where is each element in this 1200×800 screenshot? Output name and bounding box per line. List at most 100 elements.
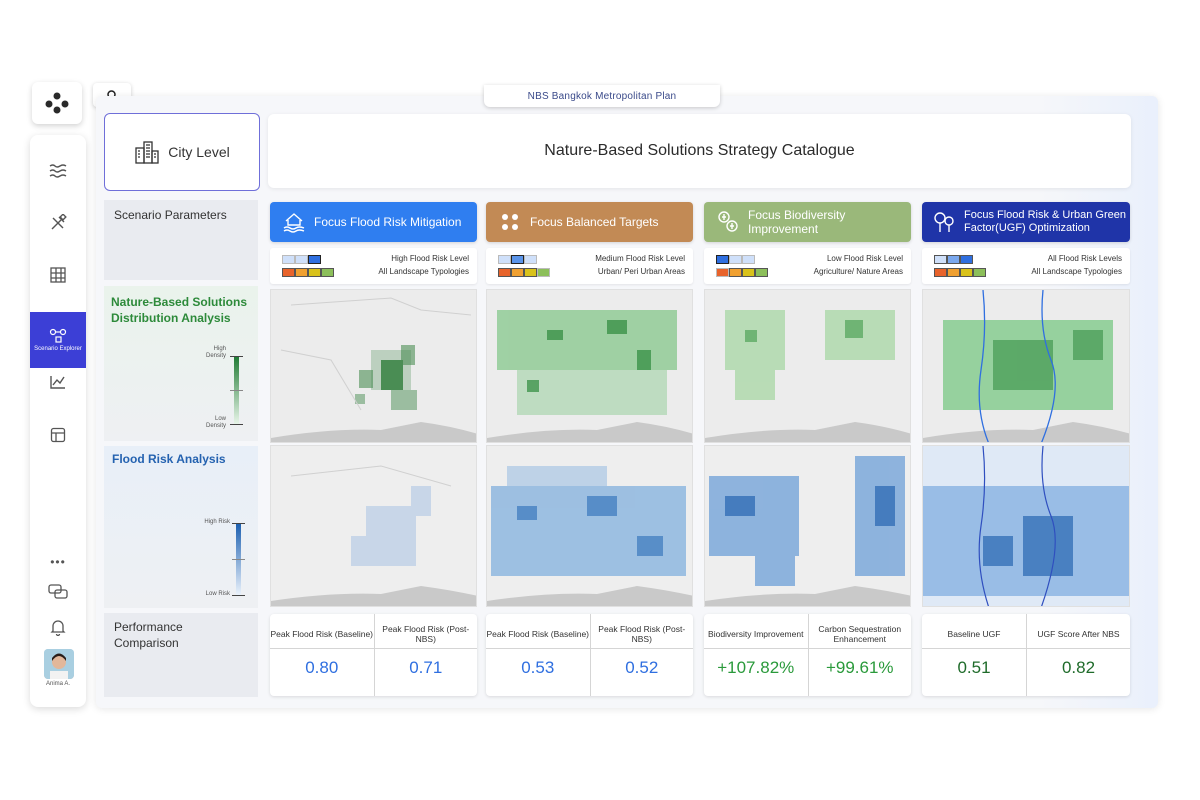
seedlings-icon	[718, 211, 738, 232]
performance-card-3: Biodiversity Improvement +107.82% Carbon…	[704, 614, 911, 696]
sidebar-item-map[interactable]	[30, 255, 86, 295]
strategy-flood-mitigation-header[interactable]: Focus Flood Risk Mitigation	[270, 202, 477, 242]
typology-text: All Landscape Typologies	[1031, 267, 1122, 276]
row-label-scenario: Scenario Parameters	[104, 200, 258, 280]
map-svg	[487, 446, 692, 606]
metric-label: Peak Flood Risk (Baseline)	[270, 629, 373, 639]
flood-legend-tick-top	[232, 523, 245, 524]
sidebar-item-chart[interactable]	[30, 362, 86, 402]
page-title: NBS Bangkok Metropolitan Plan	[484, 85, 720, 107]
nbs-distribution-map-4[interactable]	[922, 289, 1130, 443]
typology-text: All Landscape Typologies	[378, 267, 469, 276]
nbs-legend-high: High Density	[205, 346, 226, 359]
metric-value: 0.82	[1061, 658, 1096, 677]
metric-value: 0.53	[521, 658, 555, 677]
row-label-flood: Flood Risk Analysis	[104, 446, 258, 608]
app-logo[interactable]	[32, 82, 82, 124]
catalogue-title: Nature-Based Solutions Strategy Catalogu…	[268, 114, 1131, 188]
avatar[interactable]	[44, 649, 74, 679]
table-icon	[50, 427, 66, 443]
nbs-title: Nature-Based Solutions Distribution Anal…	[111, 295, 248, 325]
strategy-title: Focus Flood Risk & Urban Green Factor(UG…	[964, 209, 1127, 234]
metric-cell: Carbon Sequestration Enhancement +99.61%	[807, 614, 911, 696]
metric-value: 0.80	[305, 658, 339, 677]
tools-icon	[51, 214, 67, 230]
risk-swatches	[498, 255, 537, 264]
row-label-performance: Performance Comparison	[104, 613, 258, 697]
sidebar-item-table[interactable]	[30, 415, 86, 455]
user-name: Anima A.	[45, 681, 70, 687]
row-label-nbs: Nature-Based Solutions Distribution Anal…	[104, 286, 258, 441]
metric-cell: Peak Flood Risk (Baseline) 0.80	[270, 614, 374, 696]
metric-label: UGF Score After NBS	[1037, 629, 1120, 639]
nbs-legend-tick-mid	[230, 390, 243, 391]
strategy-parameters: All Flood Risk Levels All Landscape Typo…	[922, 248, 1130, 284]
map-svg	[705, 290, 910, 442]
map-svg	[271, 446, 476, 606]
flood-title: Flood Risk Analysis	[112, 452, 226, 466]
nbs-legend-tick-bottom	[230, 424, 243, 425]
flood-risk-map-1[interactable]	[270, 445, 477, 607]
flood-risk-map-4[interactable]	[922, 445, 1130, 607]
metric-value: 0.51	[957, 658, 991, 677]
sidebar-item-waves[interactable]	[30, 151, 86, 191]
metric-cell: Peak Flood Risk (Post-NBS) 0.52	[589, 614, 693, 696]
map-svg	[923, 290, 1129, 442]
sidebar-item-label: Scenario Explorer	[34, 345, 82, 352]
flood-legend-low: Low Risk	[205, 591, 230, 597]
nbs-distribution-map-1[interactable]	[270, 289, 477, 443]
map-svg	[487, 290, 692, 442]
strategy-title: Focus Biodiversity Improvement	[748, 208, 846, 236]
bell-icon	[50, 619, 66, 636]
notification-button[interactable]	[30, 607, 86, 647]
metric-label: Baseline UGF	[947, 629, 1001, 639]
city-level-label: City Level	[168, 144, 230, 160]
map-svg	[705, 446, 910, 606]
metric-label: Peak Flood Risk (Post-NBS)	[598, 624, 686, 644]
city-buildings-icon	[135, 141, 159, 164]
trees-icon	[934, 212, 954, 232]
city-level-button[interactable]: City Level	[104, 113, 260, 191]
nbs-distribution-map-3[interactable]	[704, 289, 911, 443]
dots-grid-icon	[502, 214, 518, 230]
metric-cell: UGF Score After NBS 0.82	[1026, 614, 1130, 696]
flood-risk-map-2[interactable]	[486, 445, 693, 607]
performance-card-4: Baseline UGF 0.51 UGF Score After NBS 0.…	[922, 614, 1130, 696]
risk-swatches	[934, 255, 973, 264]
risk-swatches	[716, 255, 755, 264]
sidebar-item-scenario-explorer[interactable]: Scenario Explorer	[30, 312, 86, 368]
metric-label: Peak Flood Risk (Post-NBS)	[382, 624, 470, 644]
sidebar: Scenario Explorer ••• Anima A.	[30, 135, 86, 707]
more-menu[interactable]: •••	[50, 555, 66, 569]
map-svg	[271, 290, 476, 442]
strategy-parameters: High Flood Risk Level All Landscape Typo…	[270, 248, 477, 284]
metric-cell: Baseline UGF 0.51	[922, 614, 1026, 696]
performance-card-1: Peak Flood Risk (Baseline) 0.80 Peak Flo…	[270, 614, 477, 696]
metric-label: Biodiversity Improvement	[708, 629, 804, 639]
nbs-legend-tick-top	[230, 356, 243, 357]
metric-value: +107.82%	[717, 658, 795, 677]
strategy-parameters: Low Flood Risk Level Agriculture/ Nature…	[704, 248, 911, 284]
line-chart-icon	[50, 376, 65, 389]
risk-level-text: All Flood Risk Levels	[1047, 254, 1122, 263]
strategy-biodiversity-header[interactable]: Focus Biodiversity Improvement	[704, 202, 911, 242]
strategy-balanced-header[interactable]: Focus Balanced Targets	[486, 202, 693, 242]
metric-label: Carbon Sequestration Enhancement	[818, 624, 902, 644]
flood-risk-map-3[interactable]	[704, 445, 911, 607]
flood-legend-high: High Risk	[204, 519, 230, 525]
flood-legend-tick-bottom	[232, 595, 245, 596]
performance-card-2: Peak Flood Risk (Baseline) 0.53 Peak Flo…	[486, 614, 693, 696]
nbs-distribution-map-2[interactable]	[486, 289, 693, 443]
metric-cell: Peak Flood Risk (Post-NBS) 0.71	[373, 614, 477, 696]
typology-swatches	[934, 268, 986, 277]
typology-swatches	[716, 268, 768, 277]
sidebar-item-tools[interactable]	[30, 203, 86, 243]
strategy-title: Focus Flood Risk Mitigation	[314, 215, 462, 229]
strategy-ugf-header[interactable]: Focus Flood Risk & Urban Green Factor(UG…	[922, 202, 1130, 242]
metric-value: 0.52	[625, 658, 659, 677]
user-photo-icon	[44, 649, 74, 679]
risk-level-text: Low Flood Risk Level	[826, 254, 903, 263]
chat-button[interactable]	[30, 572, 86, 612]
scenario-explorer-icon	[49, 328, 67, 343]
map-grid-icon	[50, 267, 66, 283]
